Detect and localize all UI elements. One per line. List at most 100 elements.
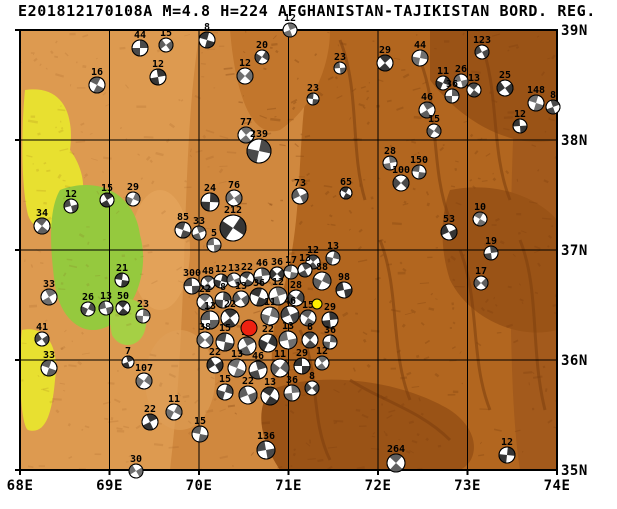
event-depth-label: 8 [307,322,313,333]
event-depth-label: 44 [134,30,146,41]
event-depth-label: 13 [264,377,276,388]
focal-mechanism: 11 [435,66,451,91]
event-depth-label: 12 [239,58,251,69]
event-depth-label: 41 [36,322,48,333]
event-depth-label: 36 [324,325,336,336]
event-depth-label: 17 [285,255,297,266]
focal-mechanism: 22 [239,262,255,287]
focal-mechanism: 12 [63,189,79,214]
event-depth-label: 5 [211,228,217,239]
focal-mechanism: 5 [206,228,222,253]
focal-mechanism: 136 [256,431,276,460]
event-depth-label: 15 [302,300,314,311]
focal-mechanism: 46 [248,351,268,380]
axis-labels: 68E 69E 70E 71E 72E 73E 74E 39N 38N 37N 36N 35N [7,23,588,494]
focal-mechanism: 88 [312,262,332,291]
focal-mechanism: 7 [121,346,135,369]
event-depth-label: 13 [204,301,216,312]
focal-mechanism: 13 [226,263,242,288]
event-depth-label: 22 [242,376,254,387]
focal-mechanism: 33 [40,350,58,377]
focal-mechanism: 12 [498,437,516,464]
focal-mechanism: 36 [444,79,460,104]
focal-mechanism: 15 [99,183,115,208]
lat-axis-label: 37N [561,243,588,259]
event-depth-label: 36 [271,257,283,268]
focal-mechanism: 13 [297,253,313,278]
event-depth-label: 30 [130,454,142,465]
event-depth-label: 22 [144,404,156,415]
event-depth-label: 11 [168,394,180,405]
focal-mechanism: 11 [270,349,290,378]
focal-mechanism: 22 [206,347,224,374]
focal-mechanism: 264 [386,444,406,473]
event-depth-label: 23 [307,83,319,94]
event-depth-label: 100 [392,165,410,176]
focal-mechanism: 8 [214,282,232,309]
event-depth-label: 46 [284,296,296,307]
focal-mechanism: 8 [545,90,561,115]
focal-mechanism: 26 [80,292,96,317]
focal-mechanism: 11 [260,297,280,326]
focal-mechanism: 29 [293,348,311,375]
focal-mechanism: 12 [314,346,330,371]
event-depth-label: 11 [274,349,286,360]
lon-axis-label: 73E [454,478,481,494]
focal-mechanism: 12 [236,58,254,85]
event-depth-label: 212 [224,205,242,216]
focal-mechanism: 17 [283,255,299,280]
focal-mechanism: 36 [269,257,285,282]
focal-mechanism: 53 [440,214,458,241]
event-depth-label: 12 [501,437,513,448]
focal-mechanism: 16 [88,67,106,94]
lon-axis-label: 71E [275,478,302,494]
event-depth-label: 98 [338,272,350,283]
focal-mechanism: 29 [376,45,394,72]
event-depth-label: 22 [241,262,253,273]
event-depth-label: 150 [410,155,428,166]
event-depth-label: 33 [43,350,55,361]
event-depth-label: 15 [428,114,440,125]
event-depth-label: 13 [282,321,294,332]
event-depth-label: 65 [340,177,352,188]
event-depth-label: 15 [101,183,113,194]
event-depth-label: 13 [327,241,339,252]
event-depth-label: 28 [384,146,396,157]
event-depth-label: 88 [316,262,328,273]
focal-mechanism: 10 [472,202,488,227]
event-depth-label: 25 [499,70,511,81]
focal-mechanism: 148 [527,85,545,112]
lon-axis-label: 69E [96,478,123,494]
event-depth-label: 12 [316,346,328,357]
focal-mechanism: 21 [114,263,130,288]
focal-mechanism: 13 [200,301,220,330]
focal-mechanism: 100 [392,165,410,192]
focal-mechanism: 36 [322,325,338,350]
focal-mechanism: 23 [333,52,347,75]
focal-mechanism: 36 [249,278,269,307]
focal-mechanism: 50 [115,291,131,316]
event-depth-label: 12 [215,264,227,275]
focal-mechanism: 20 [254,40,270,65]
event-depth-label: 22 [224,299,236,310]
focal-mechanism: 77 [237,117,255,144]
event-depth-label: 26 [455,64,467,75]
event-depth-label: 34 [36,208,48,219]
focal-mechanism: 123 [473,35,491,60]
focal-mechanism: 11 [165,394,183,421]
event-depth-label: 38 [199,322,211,333]
event-depth-label: 15 [160,28,172,39]
event-depth-label: 12 [284,13,296,24]
focal-mechanism: 212 [219,205,247,242]
focal-mechanism: 44 [411,40,429,67]
focal-mechanism: 17 [473,266,489,291]
event-depth-label: 7 [125,346,131,357]
focal-mechanism: 22 [220,299,240,328]
event-depth-label: 13 [235,281,247,292]
focal-mechanism: 12 [268,277,288,306]
focal-mechanism: 15 [216,374,234,401]
event-depth-label: 73 [294,178,306,189]
event-depth-label: 15 [219,374,231,385]
event-depth-label: 29 [324,302,336,313]
